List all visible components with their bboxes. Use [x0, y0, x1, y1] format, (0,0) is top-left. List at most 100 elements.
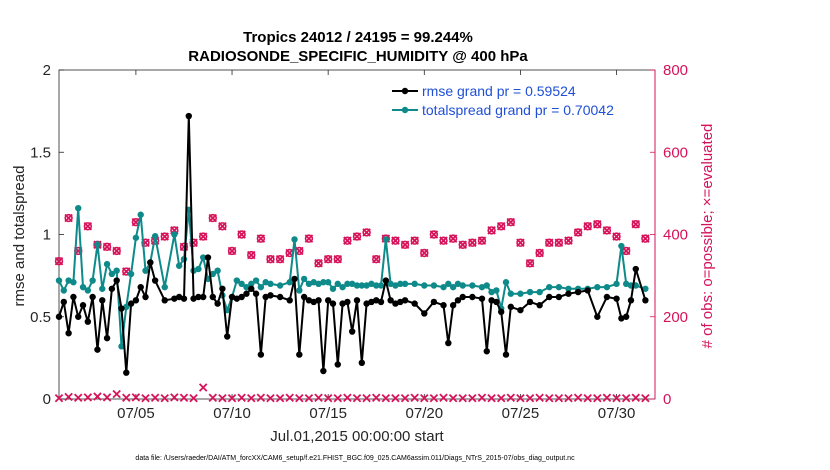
obs-evaluated-point — [352, 393, 362, 403]
rmse-point — [348, 328, 356, 335]
totalspread-point — [103, 260, 111, 268]
rmse-point — [291, 275, 298, 283]
obs-evaluated-point — [102, 393, 112, 402]
obs-possible-point — [545, 238, 554, 247]
obs-evaluated-point — [285, 393, 294, 403]
rmse-point — [180, 295, 188, 302]
rmse-point — [440, 302, 447, 309]
totalspread-point — [315, 280, 322, 288]
obs-evaluated-overlay-point — [333, 254, 343, 264]
totalspread-point — [324, 279, 332, 286]
legend: rmse grand pr = 0.59524 totalspread gran… — [388, 76, 652, 120]
obs-evaluated-overlay-point — [602, 226, 612, 235]
obs-possible-point — [516, 238, 525, 247]
rmse-point — [60, 298, 68, 306]
obs-evaluated-point — [179, 393, 189, 403]
obs-evaluated-overlay-point — [54, 256, 64, 266]
rmse-point — [507, 303, 515, 311]
obs-evaluated-point — [641, 393, 650, 403]
rmse-point — [75, 313, 82, 320]
obs-evaluated-point — [487, 393, 496, 403]
rmse-point — [175, 293, 183, 301]
rmse-point — [79, 302, 87, 309]
obs-evaluated-overlay-point — [227, 246, 237, 256]
totalspread-point — [454, 280, 462, 288]
rmse-point — [584, 287, 591, 294]
totalspread-point — [469, 282, 476, 289]
rmse-point — [449, 302, 457, 309]
obs-evaluated-overlay-point — [64, 213, 73, 223]
rmse-point — [401, 297, 409, 304]
obs-possible-point — [189, 238, 198, 247]
obs-evaluated-point — [295, 393, 304, 403]
obs-evaluated-point — [304, 393, 314, 403]
rmse-point — [214, 300, 221, 307]
obs-evaluated-point — [545, 393, 554, 403]
y-right-tick-label: 0 — [663, 391, 671, 408]
totalspread-point — [339, 283, 346, 291]
totalspread-point — [363, 282, 370, 289]
y-left-axis-ticks: 0 0.5 1 1.5 2 — [30, 62, 64, 408]
rmse-point — [382, 277, 390, 284]
obs-evaluated-point — [189, 393, 198, 403]
obs-evaluated-point — [275, 393, 285, 403]
rmse-point — [411, 300, 418, 307]
totalspread-point — [459, 282, 466, 289]
obs-possible-point — [102, 242, 112, 252]
rmse-point — [627, 297, 635, 304]
rmse-point — [478, 295, 486, 302]
obs-evaluated-overlay-point — [496, 222, 506, 231]
obs-evaluated-overlay-point — [448, 234, 458, 243]
obs-evaluated-point — [631, 393, 641, 403]
obs-evaluated-point — [314, 393, 323, 403]
plot-area — [58, 69, 656, 400]
totalspread-point — [94, 241, 101, 248]
totalspread-point — [132, 234, 140, 241]
rmse-point — [421, 310, 428, 317]
obs-evaluated-overlay-point — [439, 236, 448, 245]
rmse-point — [204, 254, 212, 261]
obs-possible-point — [112, 246, 121, 256]
rmse-point — [536, 302, 543, 309]
totalspread-point — [113, 267, 120, 274]
obs-evaluated-overlay-point — [275, 254, 285, 264]
obs-possible-point — [83, 222, 93, 231]
rmse-point — [190, 295, 197, 302]
obs-evaluated-overlay-point — [573, 228, 583, 237]
obs-evaluated-point — [256, 393, 266, 403]
totalspread-point — [108, 270, 116, 278]
obs-evaluated-overlay-point — [362, 228, 371, 237]
totalspread-point — [300, 275, 308, 283]
obs-evaluated-overlay-point — [641, 234, 650, 243]
obs-evaluated-point — [564, 393, 573, 403]
rmse-point — [252, 290, 260, 297]
rmse-point — [55, 313, 63, 320]
obs-evaluated-point — [391, 393, 400, 403]
obs-possible-point — [208, 213, 218, 223]
rmse-point — [65, 330, 72, 337]
obs-evaluated-overlay-point — [343, 236, 352, 245]
rmse-point — [137, 283, 144, 291]
obs-possible-point — [314, 259, 323, 268]
rmse-point — [642, 297, 649, 304]
totalspread-point — [526, 288, 534, 296]
y-left-axis-label: rmse and totalspread — [11, 166, 28, 307]
obs-possible-point — [631, 220, 640, 229]
obs-evaluated-overlay-point — [102, 242, 112, 252]
totalspread-point — [305, 280, 313, 288]
totalspread-point — [75, 204, 82, 212]
obs-evaluated-overlay-point — [516, 238, 525, 247]
totalspread-point — [622, 280, 630, 288]
rmse-point — [108, 285, 116, 292]
totalspread-point — [127, 270, 135, 278]
totalspread-point — [449, 283, 457, 291]
rmse-point — [483, 348, 490, 355]
totalspread-point — [123, 303, 130, 311]
totalspread-point — [286, 279, 293, 286]
obs-evaluated-point — [73, 393, 83, 403]
totalspread-point — [382, 236, 390, 243]
rmse-point — [161, 297, 168, 304]
obs-possible-point — [218, 222, 227, 231]
obs-evaluated-overlay-point — [198, 232, 208, 241]
